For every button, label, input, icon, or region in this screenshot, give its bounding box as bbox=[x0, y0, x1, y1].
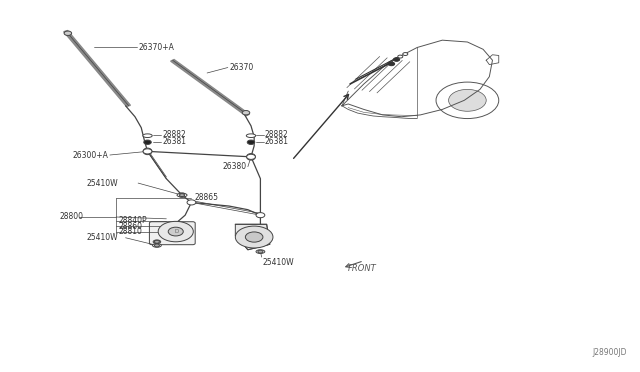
Circle shape bbox=[168, 227, 183, 236]
Ellipse shape bbox=[143, 134, 152, 138]
Text: 26381: 26381 bbox=[265, 137, 289, 146]
Circle shape bbox=[162, 231, 171, 236]
Ellipse shape bbox=[177, 193, 187, 197]
Text: 25410W: 25410W bbox=[86, 179, 118, 187]
Text: 25410W: 25410W bbox=[86, 233, 118, 242]
Text: 28860: 28860 bbox=[118, 222, 142, 231]
Text: 26370: 26370 bbox=[229, 63, 253, 72]
Circle shape bbox=[256, 213, 265, 218]
Circle shape bbox=[247, 140, 255, 144]
Circle shape bbox=[436, 82, 499, 119]
Text: 28810: 28810 bbox=[118, 227, 142, 236]
Circle shape bbox=[449, 89, 486, 111]
Text: 28882: 28882 bbox=[265, 130, 289, 139]
Circle shape bbox=[394, 58, 399, 61]
Text: 26300+A: 26300+A bbox=[73, 151, 109, 160]
Ellipse shape bbox=[152, 244, 161, 247]
FancyBboxPatch shape bbox=[149, 222, 195, 245]
Text: 28840P: 28840P bbox=[118, 216, 147, 225]
Polygon shape bbox=[171, 60, 250, 116]
Circle shape bbox=[398, 55, 403, 58]
Text: 26380: 26380 bbox=[223, 162, 246, 171]
Text: 26381: 26381 bbox=[163, 137, 187, 146]
Circle shape bbox=[179, 193, 186, 197]
Circle shape bbox=[158, 221, 193, 242]
Text: D: D bbox=[175, 229, 179, 234]
Circle shape bbox=[144, 140, 151, 144]
Circle shape bbox=[179, 194, 184, 196]
Text: 25410W: 25410W bbox=[262, 258, 294, 267]
Circle shape bbox=[388, 62, 395, 66]
Text: J28900JD: J28900JD bbox=[593, 348, 627, 357]
Circle shape bbox=[154, 240, 159, 243]
Text: 28865: 28865 bbox=[195, 193, 219, 202]
Circle shape bbox=[403, 52, 408, 55]
Text: 26370+A: 26370+A bbox=[138, 43, 174, 52]
Text: FRONT: FRONT bbox=[348, 264, 377, 273]
Ellipse shape bbox=[256, 250, 265, 253]
Circle shape bbox=[258, 250, 263, 253]
Text: 28800: 28800 bbox=[60, 212, 84, 221]
Polygon shape bbox=[236, 224, 270, 250]
Circle shape bbox=[236, 226, 273, 248]
Circle shape bbox=[250, 234, 259, 240]
Circle shape bbox=[64, 31, 72, 35]
Text: 28882: 28882 bbox=[163, 130, 186, 139]
Circle shape bbox=[187, 200, 196, 205]
Ellipse shape bbox=[246, 154, 255, 160]
Circle shape bbox=[246, 154, 255, 159]
Circle shape bbox=[154, 244, 159, 247]
Ellipse shape bbox=[246, 134, 256, 138]
Circle shape bbox=[242, 110, 250, 115]
Circle shape bbox=[143, 149, 152, 154]
Circle shape bbox=[245, 232, 263, 242]
Ellipse shape bbox=[143, 148, 152, 155]
Polygon shape bbox=[64, 31, 131, 106]
Ellipse shape bbox=[153, 240, 161, 244]
